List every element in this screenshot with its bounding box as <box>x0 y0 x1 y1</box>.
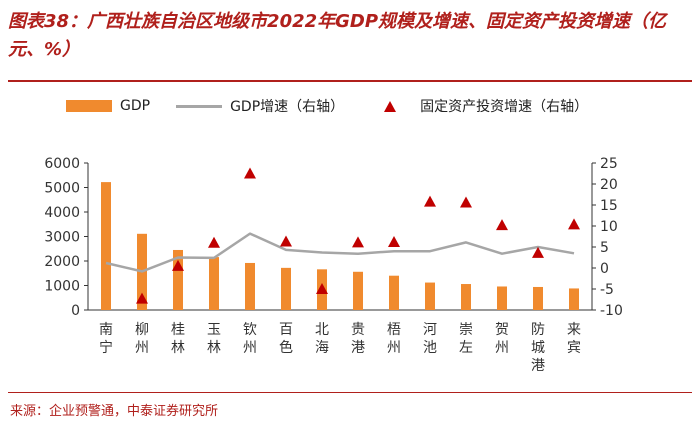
fai-growth-marker <box>532 246 544 258</box>
fai-growth-marker <box>424 195 436 207</box>
x-category-label: 钦州 <box>243 322 257 356</box>
legend-label-fai-growth: 固定资产投资增速（右轴） <box>420 99 589 115</box>
legend-label-gdp: GDP <box>120 98 151 114</box>
legend-item-gdp: GDP <box>66 98 150 114</box>
fai-growth-marker <box>316 283 328 294</box>
x-category-label: 崇左 <box>459 322 473 356</box>
gdp-bar <box>245 262 255 310</box>
y-left-tick-label: 2000 <box>44 254 80 270</box>
footer-divider <box>8 392 692 393</box>
y-left-tick-label: 6000 <box>44 156 80 172</box>
y-right-tick-label: 5 <box>600 240 609 256</box>
y-right-tick-label: -5 <box>600 282 614 298</box>
x-category-label: 来宾 <box>567 322 581 356</box>
fai-growth-marker <box>280 235 292 247</box>
chart-title: 图表38：广西壮族自治区地级市2022年GDP规模及增速、固定资产投资增速（亿元… <box>8 11 667 60</box>
fai-growth-marker <box>352 236 364 248</box>
fai-growth-marker <box>568 218 580 230</box>
gdp-bar <box>461 284 471 310</box>
y-right-tick-label: -10 <box>600 303 623 319</box>
gdp-bar <box>281 267 291 310</box>
fai-growth-marker <box>244 167 256 179</box>
gdp-bar <box>209 257 219 310</box>
x-category-label: 梧州 <box>387 322 401 356</box>
y-left-tick-label: 5000 <box>44 181 80 197</box>
y-left-tick-label: 1000 <box>44 279 80 295</box>
y-right-tick-label: 0 <box>600 261 609 277</box>
x-category-label: 贵港 <box>351 322 365 356</box>
gdp-bar <box>101 182 111 310</box>
y-left-tick-label: 4000 <box>44 205 80 221</box>
fai-growth-marker <box>172 259 184 271</box>
x-category-label: 柳州 <box>135 321 149 356</box>
gdp-bar <box>425 282 435 310</box>
source-note: 来源：企业预警通，中泰证券研究所 <box>10 404 219 419</box>
x-category-label: 贺州 <box>495 322 509 356</box>
x-category-label: 玉林 <box>207 322 221 356</box>
x-category-label: 北海 <box>315 322 329 356</box>
fai-growth-marker <box>388 235 400 247</box>
legend-line-swatch <box>176 104 223 108</box>
fai-growth-marker <box>460 196 472 208</box>
legend-triangle-swatch <box>384 100 397 112</box>
x-category-label: 桂林 <box>171 322 185 356</box>
y-right-tick-label: 15 <box>600 198 618 214</box>
gdp-growth-line <box>105 232 575 273</box>
x-category-label: 南宁 <box>99 322 113 356</box>
gdp-bar <box>173 249 183 310</box>
fai-growth-marker <box>136 292 148 304</box>
title-divider <box>8 80 692 82</box>
gdp-bar <box>353 271 363 310</box>
gdp-bar <box>569 288 579 310</box>
y-left-tick-label: 0 <box>71 303 80 319</box>
fai-growth-marker <box>208 236 220 248</box>
chart-legend: GDP GDP增速（右轴） 固定资产投资增速（右轴） <box>66 95 614 117</box>
x-category-label: 防城港 <box>531 322 545 374</box>
y-right-tick-label: 20 <box>600 177 618 193</box>
legend-label-gdp-growth: GDP增速（右轴） <box>230 99 345 115</box>
y-left-tick-label: 3000 <box>44 230 80 246</box>
x-category-label: 河池 <box>423 322 437 356</box>
y-right-tick-label: 10 <box>600 219 618 235</box>
y-right-tick-label: 25 <box>600 156 618 172</box>
legend-bar-swatch <box>66 100 112 112</box>
fai-growth-marker <box>496 219 508 231</box>
legend-item-fai-growth: 固定资产投资增速（右轴） <box>370 96 588 116</box>
gdp-bar <box>497 286 507 310</box>
gdp-bar <box>389 275 399 310</box>
x-category-label: 百色 <box>279 322 293 356</box>
legend-item-gdp-growth: GDP增速（右轴） <box>176 96 344 116</box>
gdp-bar <box>533 286 543 310</box>
